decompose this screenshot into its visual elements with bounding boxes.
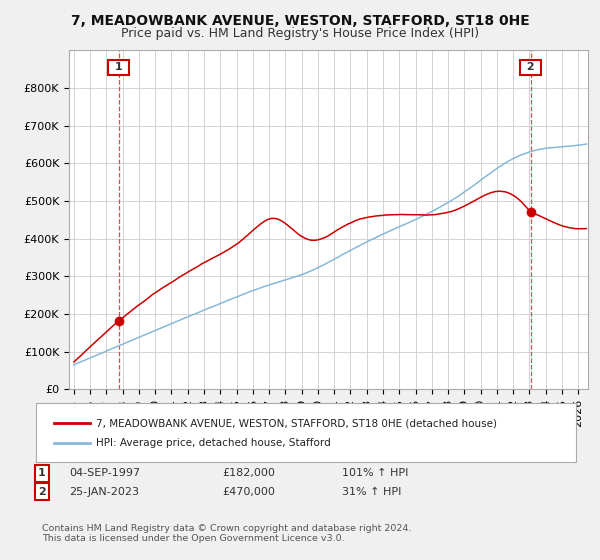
Text: 2: 2 bbox=[38, 487, 46, 497]
Text: 25-JAN-2023: 25-JAN-2023 bbox=[69, 487, 139, 497]
Text: £182,000: £182,000 bbox=[222, 468, 275, 478]
Text: 31% ↑ HPI: 31% ↑ HPI bbox=[342, 487, 401, 497]
Text: £470,000: £470,000 bbox=[222, 487, 275, 497]
Text: 1: 1 bbox=[38, 468, 46, 478]
Text: 7, MEADOWBANK AVENUE, WESTON, STAFFORD, ST18 0HE: 7, MEADOWBANK AVENUE, WESTON, STAFFORD, … bbox=[71, 14, 529, 28]
Text: 101% ↑ HPI: 101% ↑ HPI bbox=[342, 468, 409, 478]
Text: 04-SEP-1997: 04-SEP-1997 bbox=[69, 468, 140, 478]
Text: 1: 1 bbox=[111, 62, 127, 72]
Text: 2: 2 bbox=[523, 62, 538, 72]
Text: Price paid vs. HM Land Registry's House Price Index (HPI): Price paid vs. HM Land Registry's House … bbox=[121, 27, 479, 40]
Text: 7, MEADOWBANK AVENUE, WESTON, STAFFORD, ST18 0HE (detached house): 7, MEADOWBANK AVENUE, WESTON, STAFFORD, … bbox=[96, 418, 497, 428]
Text: Contains HM Land Registry data © Crown copyright and database right 2024.
This d: Contains HM Land Registry data © Crown c… bbox=[42, 524, 412, 543]
Text: HPI: Average price, detached house, Stafford: HPI: Average price, detached house, Staf… bbox=[96, 438, 331, 448]
